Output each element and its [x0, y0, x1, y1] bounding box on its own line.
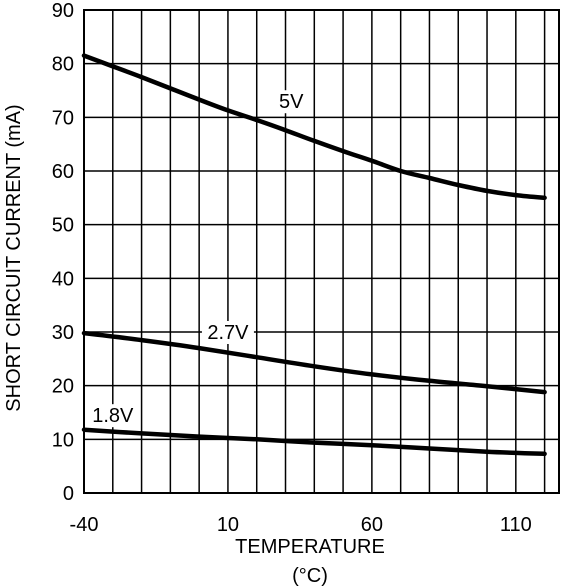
series-line-2.7V: [81, 330, 547, 395]
grid: [84, 10, 559, 493]
series-label-background: [86, 404, 139, 428]
x-tick-label: 60: [361, 514, 383, 536]
series-label-2.7V: 2.7V: [207, 322, 249, 344]
series-label-background: [276, 90, 306, 114]
series-label-5V: 5V: [279, 91, 304, 113]
y-tick-label: 50: [52, 215, 74, 237]
y-tick-label: 90: [52, 0, 74, 22]
series-line-5V: [81, 53, 547, 201]
x-tick-label: -40: [70, 514, 99, 536]
y-tick-label: 10: [52, 429, 74, 451]
y-axis-title: SHORT CIRCUIT CURRENT (mA): [3, 104, 25, 411]
y-tick-label: 80: [52, 54, 74, 76]
y-tick-label: 70: [52, 107, 74, 129]
x-axis-title: TEMPERATURE: [235, 536, 385, 558]
y-tick-label: 0: [63, 483, 74, 505]
series-lines: [81, 53, 547, 457]
y-tick-label: 20: [52, 376, 74, 398]
y-tick-label: 40: [52, 268, 74, 290]
series-line-1.8V: [81, 427, 547, 457]
x-tick-label: 110: [500, 514, 532, 536]
y-tick-labels: 0 10 20 30 40 50 60 70 80 90: [52, 0, 74, 505]
x-axis-unit: (°C): [292, 565, 328, 587]
y-tick-label: 30: [52, 322, 74, 344]
series-label-1.8V: 1.8V: [92, 405, 134, 427]
x-tick-labels: -40 10 60 110: [70, 514, 532, 536]
y-tick-label: 60: [52, 161, 74, 183]
series-label-background: [201, 321, 254, 344]
series-labels: 5V 2.7V 1.8V: [86, 90, 306, 428]
x-tick-label: 10: [217, 514, 239, 536]
plot-frame: [83, 9, 560, 494]
